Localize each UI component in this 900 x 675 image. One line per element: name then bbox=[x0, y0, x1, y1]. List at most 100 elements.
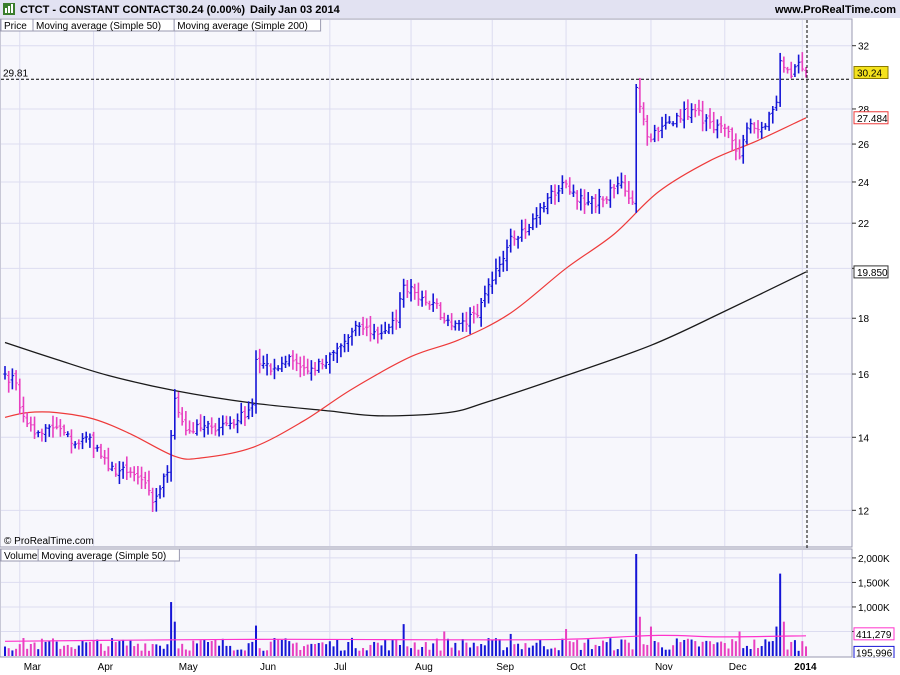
ma200-line bbox=[4, 271, 807, 417]
volume-bar bbox=[487, 638, 490, 656]
price-bar bbox=[442, 312, 447, 324]
ma200-value-label: 19.850 bbox=[857, 268, 888, 279]
volume-bar bbox=[199, 640, 202, 656]
last-volume-label: 195,996 bbox=[856, 648, 893, 659]
price-bar bbox=[302, 355, 306, 376]
price-bar bbox=[73, 441, 77, 449]
volume-bar bbox=[302, 646, 305, 656]
price-bar bbox=[65, 431, 70, 438]
price-bar bbox=[497, 256, 502, 278]
price-bar bbox=[77, 439, 81, 450]
site-url[interactable]: www.ProRealTime.com bbox=[774, 4, 896, 16]
volume-bar bbox=[531, 645, 534, 656]
price-bar bbox=[40, 428, 44, 442]
price-bar bbox=[353, 320, 358, 337]
volume-bar bbox=[284, 638, 287, 656]
volume-bar bbox=[336, 639, 339, 656]
volume-tick-label: 2,000K bbox=[858, 554, 890, 565]
volume-bar bbox=[439, 650, 442, 656]
volume-panel[interactable] bbox=[0, 548, 853, 658]
price-bar bbox=[767, 111, 771, 131]
price-bar bbox=[719, 116, 723, 134]
volume-bar bbox=[757, 647, 760, 656]
price-bar bbox=[405, 279, 410, 298]
price-panel[interactable] bbox=[0, 18, 853, 548]
price-bar bbox=[113, 463, 118, 477]
volume-bar bbox=[207, 641, 210, 656]
volume-bar bbox=[188, 650, 191, 656]
volume-bar bbox=[801, 641, 804, 656]
price-bar bbox=[553, 184, 557, 205]
price-bar bbox=[597, 188, 602, 214]
time-tick-label: Nov bbox=[655, 662, 673, 673]
volume-bar bbox=[793, 640, 796, 656]
price-bar bbox=[590, 195, 594, 214]
volume-bar bbox=[406, 646, 409, 656]
price-bar bbox=[14, 370, 18, 391]
volume-bar bbox=[365, 650, 368, 656]
volume-bar bbox=[590, 649, 593, 656]
price-bar bbox=[335, 342, 340, 363]
volume-bar bbox=[535, 642, 538, 656]
price-bar bbox=[634, 84, 639, 213]
volume-bar bbox=[380, 645, 383, 656]
volume-bar bbox=[506, 647, 509, 656]
volume-bar bbox=[587, 639, 590, 656]
price-bar bbox=[490, 271, 495, 294]
volume-bar bbox=[15, 648, 18, 656]
app-icon bbox=[3, 3, 15, 15]
price-bar bbox=[527, 223, 531, 236]
time-tick-label: Jun bbox=[260, 662, 276, 673]
volume-bar bbox=[421, 646, 424, 656]
volume-bar bbox=[92, 640, 95, 656]
volume-bar bbox=[461, 639, 464, 656]
price-bar bbox=[800, 52, 805, 72]
volume-bar bbox=[712, 644, 715, 656]
price-bar bbox=[567, 177, 572, 195]
price-bar bbox=[29, 416, 33, 432]
price-bar bbox=[376, 326, 380, 344]
price-bar bbox=[6, 370, 11, 393]
volume-bar bbox=[502, 650, 505, 656]
volume-bar bbox=[723, 643, 726, 656]
price-bar bbox=[21, 396, 26, 423]
price-bar bbox=[693, 103, 698, 118]
price-bar bbox=[62, 424, 66, 436]
price-bar bbox=[147, 470, 151, 496]
ma50-path bbox=[4, 117, 807, 460]
price-bar bbox=[523, 218, 528, 239]
volume-bar bbox=[170, 602, 173, 656]
volume-bar bbox=[325, 644, 328, 656]
volume-bar bbox=[358, 650, 361, 656]
header-bar bbox=[0, 0, 900, 18]
price-bar bbox=[494, 258, 498, 285]
volume-bar bbox=[118, 641, 121, 656]
price-bar bbox=[734, 133, 738, 161]
legend-box bbox=[173, 18, 322, 32]
volume-bar bbox=[749, 648, 752, 656]
volume-bar bbox=[609, 638, 612, 656]
price-bar bbox=[671, 121, 675, 127]
price-bar bbox=[169, 430, 173, 482]
volume-bar bbox=[469, 647, 472, 656]
volume-ma-line bbox=[4, 634, 807, 642]
volume-bar bbox=[745, 645, 748, 656]
price-bar bbox=[516, 235, 520, 249]
volume-bar bbox=[395, 639, 398, 656]
price-bar bbox=[58, 419, 63, 437]
price-bar bbox=[80, 433, 85, 450]
volume-bar bbox=[269, 641, 272, 656]
volume-bar bbox=[181, 643, 184, 656]
price-bar bbox=[51, 415, 55, 438]
volume-bar bbox=[576, 639, 579, 656]
price-bar bbox=[316, 358, 321, 373]
price-bar bbox=[630, 190, 635, 205]
volume-bar bbox=[480, 644, 483, 656]
volume-bar bbox=[410, 648, 413, 656]
price-bar bbox=[741, 134, 746, 164]
volume-bar bbox=[129, 640, 132, 656]
volume-bar bbox=[520, 649, 523, 656]
volume-bar bbox=[446, 638, 449, 656]
price-bar bbox=[206, 420, 210, 435]
